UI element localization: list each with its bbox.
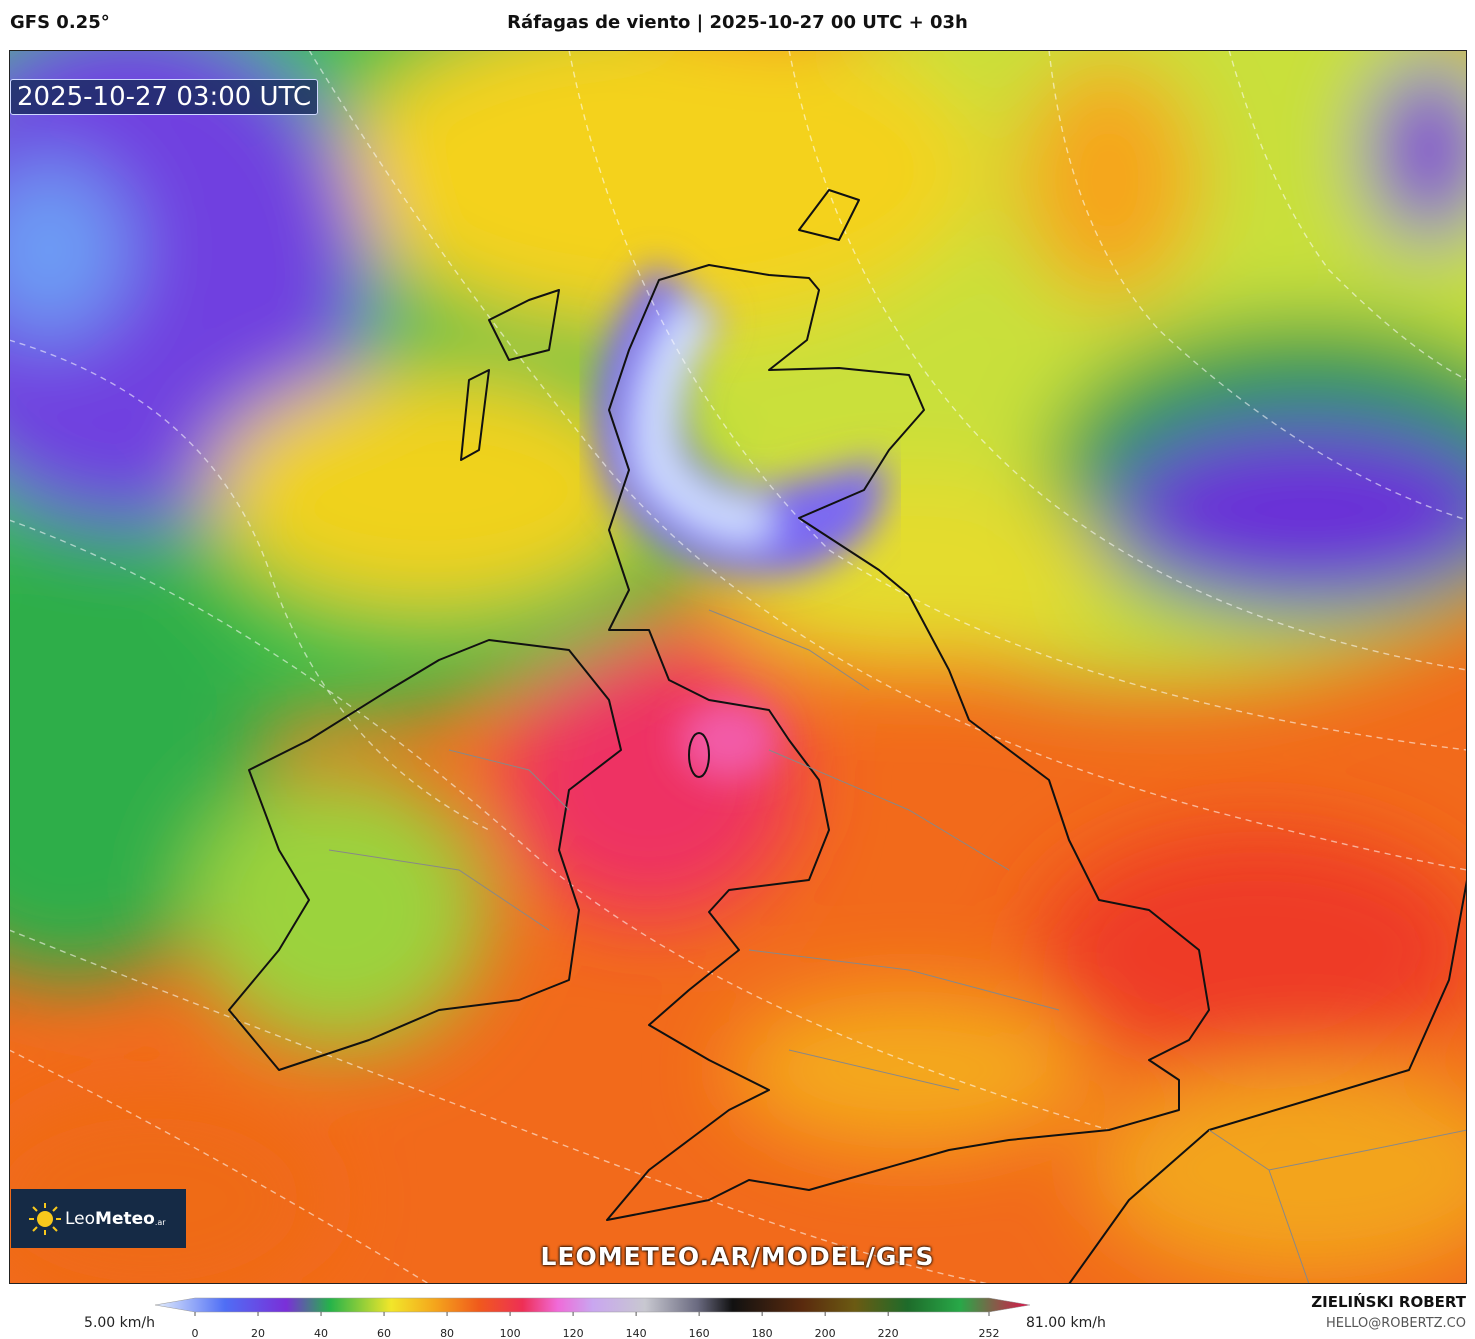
model-name: GFS 0.25° xyxy=(10,12,110,33)
colorbar-tick-label: 220 xyxy=(878,1327,899,1339)
colorbar-ramp xyxy=(154,1297,1031,1313)
colorbar-tick-label: 60 xyxy=(377,1327,391,1339)
colorbar-min-label: 5.00 km/h xyxy=(84,1315,155,1331)
email: HELLO@ROBERTZ.CO xyxy=(1326,1316,1466,1331)
coastlines xyxy=(228,189,1466,1283)
admin-borders xyxy=(328,609,1466,1283)
colorbar-tick-label: 40 xyxy=(314,1327,328,1339)
colorbar-tick-label: 0 xyxy=(192,1327,199,1339)
logo-bold: Meteo xyxy=(95,1208,155,1229)
logo-sun xyxy=(29,1202,61,1235)
author: ZIELIŃSKI ROBERT xyxy=(1311,1292,1466,1311)
isobars xyxy=(10,51,1466,1283)
colorbar-tick-label: 100 xyxy=(500,1327,521,1339)
colorbar-tick-label: 252 xyxy=(979,1327,1000,1339)
colorbar-max-label: 81.00 km/h xyxy=(1026,1315,1106,1331)
colorbar-tick-label: 140 xyxy=(626,1327,647,1339)
colorbar-tick-label: 120 xyxy=(563,1327,584,1339)
colorbar-tick-label: 180 xyxy=(752,1327,773,1339)
logo-light: Leo xyxy=(65,1208,96,1229)
colorbar-tick-label: 80 xyxy=(440,1327,454,1339)
wind-field xyxy=(10,51,1466,1283)
map xyxy=(9,50,1467,1284)
map-frame xyxy=(9,50,1467,1284)
colorbar-tick-label: 20 xyxy=(251,1327,265,1339)
map-title: Ráfagas de viento | 2025-10-27 00 UTC + … xyxy=(507,12,968,33)
colorbar-tick-label: 160 xyxy=(689,1327,710,1339)
logo-suffix: .ar xyxy=(154,1218,166,1227)
colorbar-tick-label: 200 xyxy=(815,1327,836,1339)
gust-core xyxy=(595,262,886,780)
timestamp: 2025-10-27 03:00 UTC xyxy=(10,79,319,115)
colorbar: 5.00 km/h 81.00 km/h ZIELIŃSKI ROBERT HE… xyxy=(84,1292,1467,1339)
watermark: LEOMETEO.AR/MODEL/GFS xyxy=(540,1242,935,1271)
logo: Leo Meteo .ar xyxy=(11,1189,186,1248)
